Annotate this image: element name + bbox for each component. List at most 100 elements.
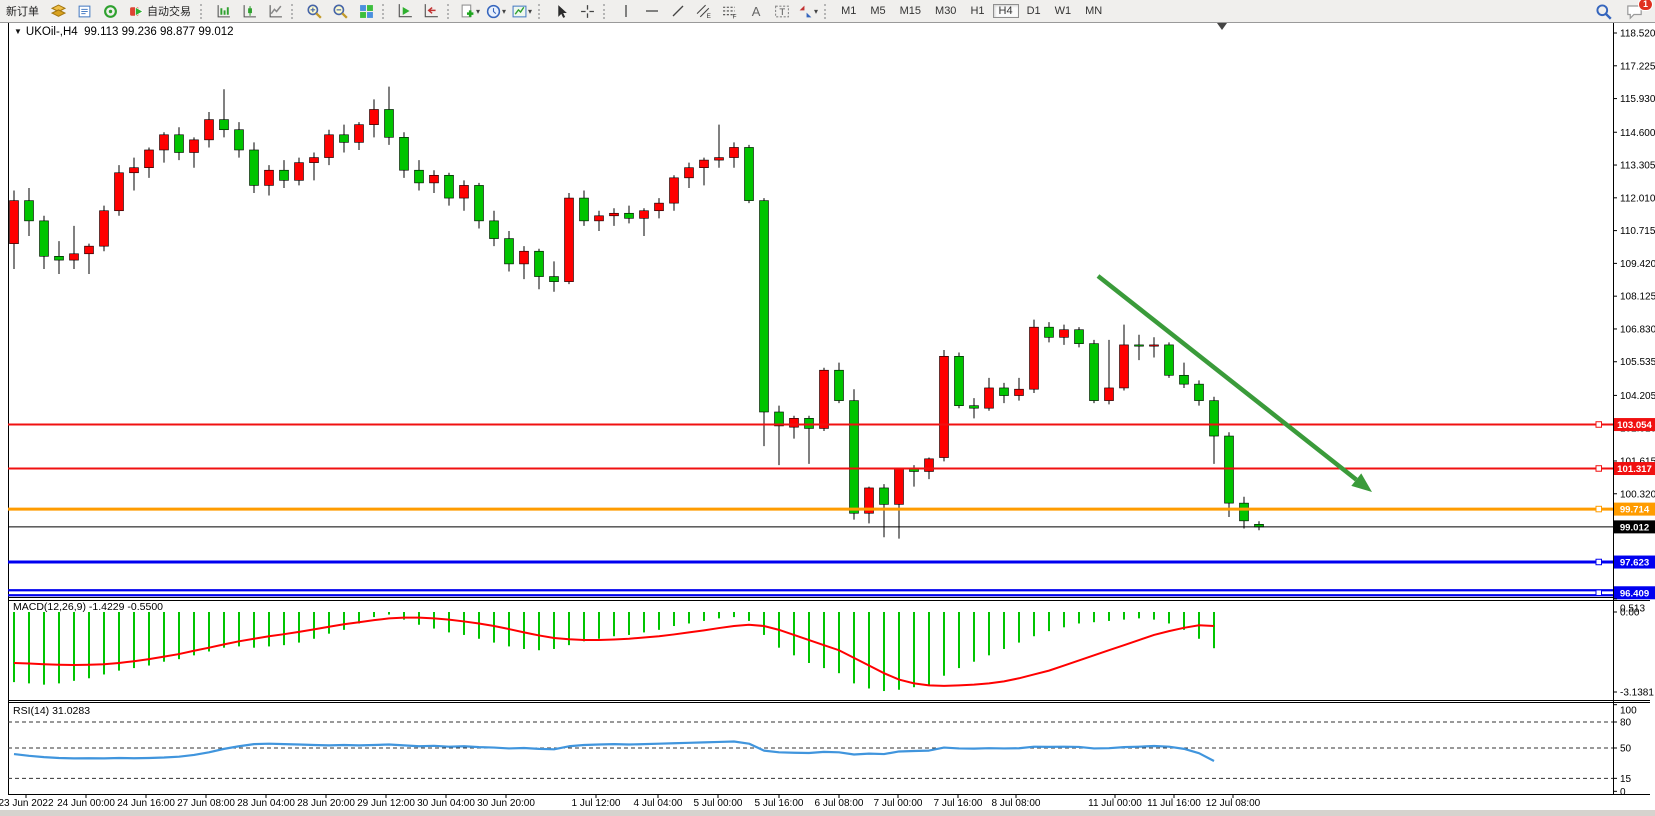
svg-text:112.010: 112.010: [1620, 193, 1655, 204]
hline-handle[interactable]: [1595, 505, 1602, 513]
chat-button[interactable]: 1: [1622, 0, 1653, 20]
timeframe-h1[interactable]: H1: [970, 5, 985, 17]
macd-indicator-label: MACD(12,26,9) -1.4229 -0.5500: [13, 601, 163, 613]
timeframe-m5[interactable]: M5: [870, 5, 886, 17]
chevron-down-icon: ▾: [814, 6, 819, 16]
timeframe-w1[interactable]: W1: [1054, 5, 1072, 17]
rsi-indicator-label: RSI(14) 31.0283: [13, 705, 91, 717]
svg-text:28 Jun 20:00: 28 Jun 20:00: [297, 798, 355, 809]
text-tool-icon[interactable]: A: [751, 3, 761, 19]
tile-windows-icon[interactable]: [354, 2, 378, 20]
hline-handle[interactable]: [1595, 558, 1602, 566]
svg-text:80: 80: [1620, 718, 1632, 729]
search-icon[interactable]: [1591, 2, 1615, 20]
horizontal-line-tool-icon[interactable]: [640, 2, 664, 20]
periods-button[interactable]: ▾: [484, 2, 508, 20]
templates-button[interactable]: ▾: [510, 2, 534, 20]
chart-ohlc-values: 99.113 99.236 98.877 99.012: [84, 26, 234, 38]
hline-handle[interactable]: [1595, 589, 1602, 596]
timeframe-d1[interactable]: D1: [1026, 5, 1041, 17]
chart-title[interactable]: ▼ UKOil-,H4 99.113 99.236 98.877 99.012: [14, 26, 234, 38]
svg-text:4 Jul 04:00: 4 Jul 04:00: [634, 798, 683, 809]
svg-text:109.420: 109.420: [1620, 259, 1655, 270]
autotrading-button[interactable]: 自动交易: [124, 2, 196, 20]
svg-text:115.930: 115.930: [1620, 94, 1655, 105]
svg-text:29 Jun 12:00: 29 Jun 12:00: [357, 798, 415, 809]
zoom-out-icon[interactable]: [328, 2, 352, 20]
text-label-tool-icon[interactable]: T: [770, 2, 794, 20]
autotrading-label: 自动交易: [147, 6, 191, 18]
timeframe-m1[interactable]: M1: [841, 5, 857, 17]
svg-text:23 Jun 2022: 23 Jun 2022: [0, 798, 54, 809]
svg-text:12 Jul 08:00: 12 Jul 08:00: [1206, 798, 1261, 809]
trendline-tool-icon[interactable]: [666, 2, 690, 20]
svg-text:T: T: [779, 7, 785, 18]
autotrading-icon: [130, 6, 144, 16]
svg-text:30 Jun 20:00: 30 Jun 20:00: [477, 798, 535, 809]
svg-text:15: 15: [1620, 774, 1632, 785]
price-badge: 99.714: [1614, 502, 1655, 516]
toolbar-grip: [291, 3, 297, 19]
timeframe-h4[interactable]: H4: [992, 4, 1019, 18]
toolbar-grip: [538, 3, 544, 19]
hline-handle[interactable]: [1595, 465, 1602, 472]
horizontal-lines-layer[interactable]: 103.054 101.317 99.714 99.012 97.623 96.409: [8, 418, 1655, 600]
svg-text:103.054: 103.054: [1617, 420, 1652, 431]
toolbar-grip: [603, 3, 609, 19]
market-watch-icon[interactable]: [46, 2, 70, 20]
price-badge: 101.317: [1614, 462, 1655, 476]
hline-handle[interactable]: [1595, 421, 1602, 428]
new-chart-button[interactable]: ▾: [458, 2, 482, 20]
candles-layer: [9, 86, 1264, 539]
svg-text:27 Jun 08:00: 27 Jun 08:00: [177, 798, 235, 809]
auto-scroll-icon[interactable]: [393, 2, 417, 20]
chat-unread-badge: 1: [1637, 0, 1653, 11]
svg-text:7 Jul 00:00: 7 Jul 00:00: [874, 798, 923, 809]
trend-arrow-drawing[interactable]: [1096, 274, 1372, 492]
svg-text:110.715: 110.715: [1620, 226, 1655, 237]
svg-text:28 Jun 04:00: 28 Jun 04:00: [237, 798, 295, 809]
cursor-tool-icon[interactable]: [549, 2, 573, 20]
new-order-button[interactable]: 新订单: [6, 6, 39, 18]
arrows-tool-button[interactable]: ▾: [796, 2, 820, 20]
timeframe-m30[interactable]: M30: [935, 5, 957, 17]
bar-chart-mode-icon[interactable]: [211, 2, 235, 20]
chart-shift-marker[interactable]: [1217, 23, 1227, 30]
price-badge: 103.054: [1614, 418, 1655, 432]
toolbar-grip: [824, 3, 830, 19]
ohlc-dropdown-icon[interactable]: ▼: [14, 27, 22, 36]
chevron-down-icon: ▾: [502, 6, 507, 16]
timeframe-mn[interactable]: MN: [1085, 5, 1103, 17]
zoom-in-icon[interactable]: [302, 2, 326, 20]
timeframe-toolbar: M1 M5 M15 M30 H1 H4 D1 W1 MN: [834, 4, 1109, 18]
community-icon[interactable]: [98, 2, 122, 20]
toolbar-grip: [200, 3, 206, 19]
arrows-tool-icon: [799, 5, 812, 17]
price-badge: 96.409: [1614, 586, 1655, 600]
svg-text:0: 0: [1620, 787, 1626, 798]
window-bottom-edge: [0, 810, 1655, 816]
vertical-line-tool-icon[interactable]: [614, 2, 638, 20]
equidistant-channel-tool-icon[interactable]: E: [692, 2, 716, 20]
svg-text:104.205: 104.205: [1620, 391, 1655, 402]
line-chart-mode-icon[interactable]: [263, 2, 287, 20]
svg-text:101.615: 101.615: [1620, 456, 1655, 467]
svg-text:108.125: 108.125: [1620, 292, 1655, 303]
fibonacci-tool-icon[interactable]: F: [718, 2, 742, 20]
candlestick-mode-icon[interactable]: [237, 2, 261, 20]
svg-text:99.714: 99.714: [1620, 505, 1650, 516]
timeframe-m15[interactable]: M15: [899, 5, 922, 17]
new-chart-icon: [461, 4, 474, 17]
svg-text:113.305: 113.305: [1620, 161, 1655, 172]
template-icon: [512, 5, 527, 17]
chart-shift-icon[interactable]: [419, 2, 443, 20]
crosshair-tool-icon[interactable]: [575, 2, 599, 20]
toolbar-right-group: 1: [1590, 0, 1653, 20]
svg-text:118.520: 118.520: [1620, 29, 1655, 40]
svg-text:5 Jul 00:00: 5 Jul 00:00: [694, 798, 743, 809]
main-toolbar: 新订单 自动交易: [0, 0, 1655, 23]
data-window-icon[interactable]: [72, 2, 96, 20]
